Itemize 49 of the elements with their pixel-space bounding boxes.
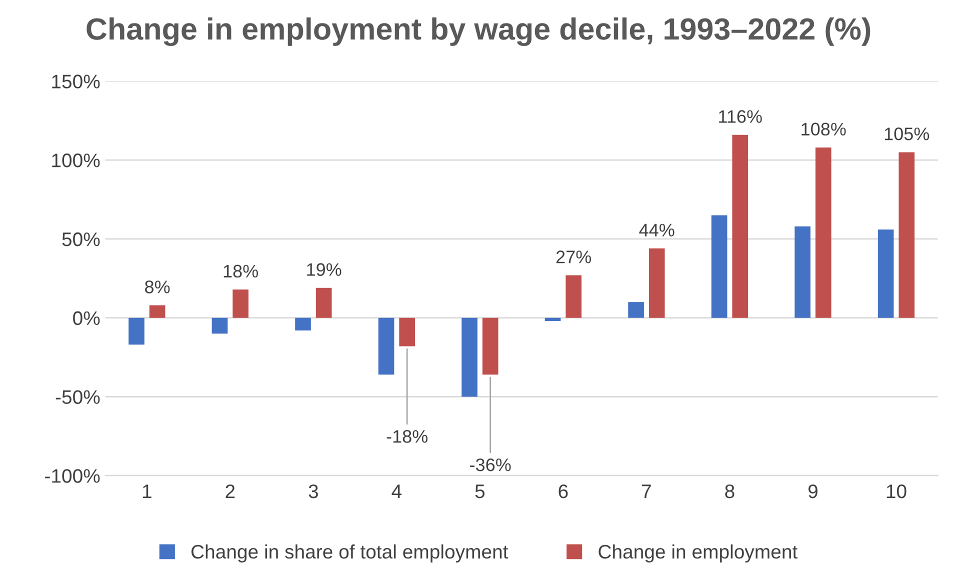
y-tick-label: 100%: [52, 154, 100, 168]
data-label: 19%: [307, 263, 342, 276]
bar: [482, 318, 498, 375]
x-tick-label: 2: [226, 484, 235, 498]
bar: [212, 318, 228, 334]
data-label: 18%: [224, 264, 258, 278]
y-tick-label: -100%: [45, 469, 100, 483]
x-tick-label: 7: [642, 484, 651, 498]
data-label: 8%: [145, 280, 170, 294]
data-label: 116%: [719, 110, 762, 123]
bar: [732, 134, 748, 318]
legend-label: Change in share of total employment: [191, 544, 508, 562]
y-tick-label: 0%: [73, 311, 100, 326]
data-label: 105%: [884, 128, 930, 140]
legend-label: Change in employment: [598, 544, 798, 562]
bar: [711, 215, 728, 318]
x-tick-label: 1: [142, 484, 152, 498]
bar: [295, 318, 311, 330]
x-tick-label: 5: [475, 484, 485, 498]
y-tick-label: 150%: [52, 74, 100, 88]
x-tick-label: 8: [725, 484, 734, 498]
bar: [878, 229, 894, 318]
data-label: -36%: [470, 458, 511, 472]
bar: [566, 275, 582, 318]
bar: [316, 288, 332, 318]
bar: [399, 318, 415, 346]
bar: [378, 318, 394, 375]
data-label: -18%: [386, 430, 428, 443]
bar: [898, 152, 915, 318]
bar: [628, 302, 644, 318]
bar: [462, 318, 478, 397]
x-tick-label: 3: [308, 484, 318, 498]
bar: [648, 248, 665, 318]
x-tick-label: 9: [808, 484, 818, 498]
data-label: 108%: [802, 122, 846, 136]
data-label: 27%: [556, 250, 592, 264]
y-tick-label: -50%: [56, 390, 100, 404]
x-tick-label: 4: [392, 484, 402, 498]
chart-title: Change in employment by wage decile, 1993–2022 (%): [86, 17, 870, 46]
data-label: 44%: [639, 224, 674, 236]
bar: [544, 318, 561, 321]
bar: [794, 226, 810, 318]
y-tick-label: 50%: [62, 232, 100, 246]
x-tick-label: 10: [886, 484, 906, 498]
bar: [232, 289, 248, 318]
bar: [128, 318, 144, 345]
x-tick-label: 6: [558, 484, 568, 498]
bar: [815, 147, 832, 318]
bar: [149, 305, 166, 318]
